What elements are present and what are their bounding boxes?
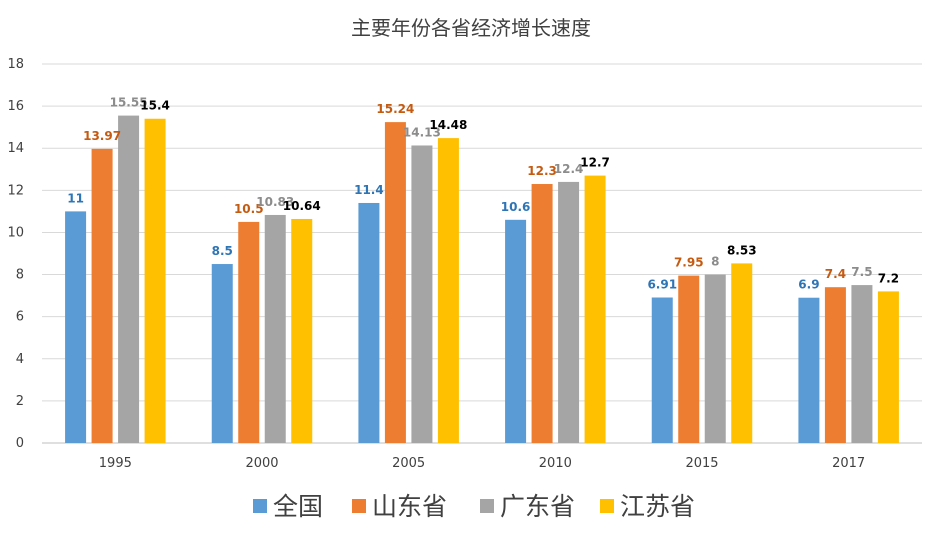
- data-label: 10.83: [256, 195, 294, 209]
- data-label: 10.64: [283, 199, 321, 213]
- data-label: 7.2: [878, 271, 899, 285]
- chart-title: 主要年份各省经济增长速度: [351, 16, 591, 40]
- data-label: 13.97: [83, 129, 121, 143]
- data-label: 8.5: [212, 244, 233, 258]
- x-axis-ticks: 1995 2000 2005 2010 2015 2017: [99, 456, 865, 471]
- x-tick-label: 2010: [539, 456, 572, 471]
- bar: [651, 297, 673, 443]
- data-label: 12.7: [580, 156, 610, 170]
- y-tick-label: 2: [16, 394, 24, 409]
- legend-swatch: [600, 499, 614, 513]
- legend-label: 江苏省: [620, 492, 695, 521]
- data-label: 10.5: [234, 202, 264, 216]
- data-label: 11.4: [354, 183, 384, 197]
- bar: [384, 122, 406, 443]
- bar: [291, 218, 313, 443]
- data-label: 7.4: [825, 267, 846, 281]
- bar: [731, 263, 753, 443]
- y-tick-label: 16: [7, 99, 24, 114]
- legend-label: 全国: [273, 492, 323, 521]
- x-tick-label: 2005: [392, 456, 425, 471]
- data-label: 7.5: [851, 265, 872, 279]
- x-tick-label: 1995: [99, 456, 132, 471]
- bar: [144, 118, 166, 443]
- y-tick-label: 12: [7, 183, 24, 198]
- bar: [558, 181, 580, 443]
- bar: [851, 285, 873, 443]
- y-tick-label: 4: [16, 352, 24, 367]
- bar: [437, 138, 459, 444]
- legend-label: 广东省: [500, 492, 575, 521]
- data-label: 15.24: [376, 102, 414, 116]
- bar: [531, 184, 553, 443]
- data-label: 12.4: [554, 162, 584, 176]
- data-label: 10.6: [501, 200, 531, 214]
- data-label: 12.3: [527, 164, 557, 178]
- bar: [238, 221, 260, 443]
- legend-swatch: [352, 499, 366, 513]
- bar: [505, 219, 527, 443]
- bar: [678, 275, 700, 443]
- legend-swatch: [253, 499, 267, 513]
- y-tick-label: 14: [7, 141, 24, 156]
- bar: [824, 287, 846, 443]
- bars: [65, 115, 899, 444]
- bar: [91, 148, 113, 443]
- x-tick-label: 2000: [245, 456, 278, 471]
- data-label: 11: [67, 191, 84, 205]
- y-tick-label: 18: [7, 57, 24, 72]
- x-tick-label: 2017: [832, 456, 865, 471]
- legend-swatch: [480, 499, 494, 513]
- y-tick-label: 6: [16, 310, 24, 325]
- bar: [65, 211, 87, 443]
- gridlines: [42, 63, 922, 444]
- bar: [877, 291, 899, 443]
- legend-label: 山东省: [372, 492, 447, 521]
- bar: [584, 175, 606, 443]
- bar: [704, 274, 726, 443]
- data-label: 8: [711, 255, 719, 269]
- bar: [118, 115, 140, 443]
- data-label: 8.53: [727, 243, 757, 257]
- y-axis-ticks: 0 2 4 6 8 10 12 14 16 18: [7, 57, 24, 451]
- bar: [358, 202, 380, 443]
- y-tick-label: 8: [16, 268, 24, 283]
- bar: [411, 145, 433, 444]
- data-label: 15.4: [140, 99, 170, 113]
- x-tick-label: 2015: [685, 456, 718, 471]
- data-label: 14.48: [429, 118, 467, 132]
- data-label: 7.95: [674, 256, 704, 270]
- legend: 全国 山东省 广东省 江苏省: [253, 492, 695, 521]
- bar: [211, 264, 233, 443]
- data-label: 14.13: [403, 125, 441, 139]
- data-label: 15.55: [110, 96, 148, 110]
- y-tick-label: 10: [7, 225, 24, 240]
- bar: [264, 214, 286, 443]
- data-label: 6.91: [647, 278, 677, 292]
- y-tick-label: 0: [16, 436, 24, 451]
- data-label: 6.9: [798, 278, 819, 292]
- bar: [798, 297, 820, 443]
